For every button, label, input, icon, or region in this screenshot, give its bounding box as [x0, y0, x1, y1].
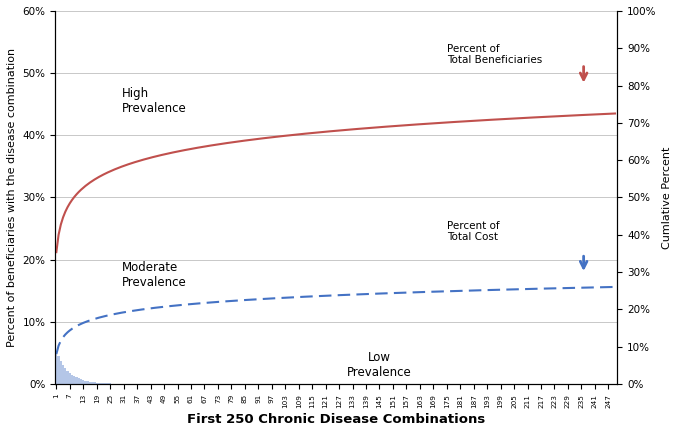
- Y-axis label: Cumlative Percent: Cumlative Percent: [662, 146, 672, 249]
- Text: Low
Prevalence: Low Prevalence: [347, 351, 412, 379]
- Bar: [73, 376, 75, 384]
- Bar: [98, 383, 100, 384]
- Bar: [94, 382, 96, 384]
- Bar: [75, 378, 77, 384]
- Text: Percent of
Total Beneficiaries: Percent of Total Beneficiaries: [447, 44, 542, 65]
- Bar: [71, 375, 73, 384]
- Bar: [103, 383, 105, 384]
- Bar: [105, 383, 107, 384]
- Y-axis label: Percent of beneficiaries with the disease combination: Percent of beneficiaries with the diseas…: [7, 48, 17, 347]
- Bar: [80, 379, 82, 384]
- Bar: [100, 383, 103, 384]
- Bar: [84, 381, 87, 384]
- X-axis label: First 250 Chronic Disease Combinations: First 250 Chronic Disease Combinations: [187, 413, 485, 426]
- Text: Moderate
Prevalence: Moderate Prevalence: [122, 261, 186, 289]
- Bar: [87, 381, 89, 384]
- Bar: [67, 371, 69, 384]
- Bar: [96, 383, 98, 384]
- Bar: [91, 382, 94, 384]
- Bar: [62, 365, 65, 384]
- Bar: [60, 361, 62, 384]
- Bar: [65, 368, 67, 384]
- Bar: [69, 373, 71, 384]
- Bar: [107, 383, 109, 384]
- Text: High
Prevalence: High Prevalence: [122, 87, 186, 115]
- Bar: [77, 378, 80, 384]
- Bar: [58, 356, 60, 384]
- Bar: [89, 381, 91, 384]
- Text: Percent of
Total Cost: Percent of Total Cost: [447, 221, 499, 242]
- Bar: [55, 351, 58, 384]
- Bar: [82, 380, 84, 384]
